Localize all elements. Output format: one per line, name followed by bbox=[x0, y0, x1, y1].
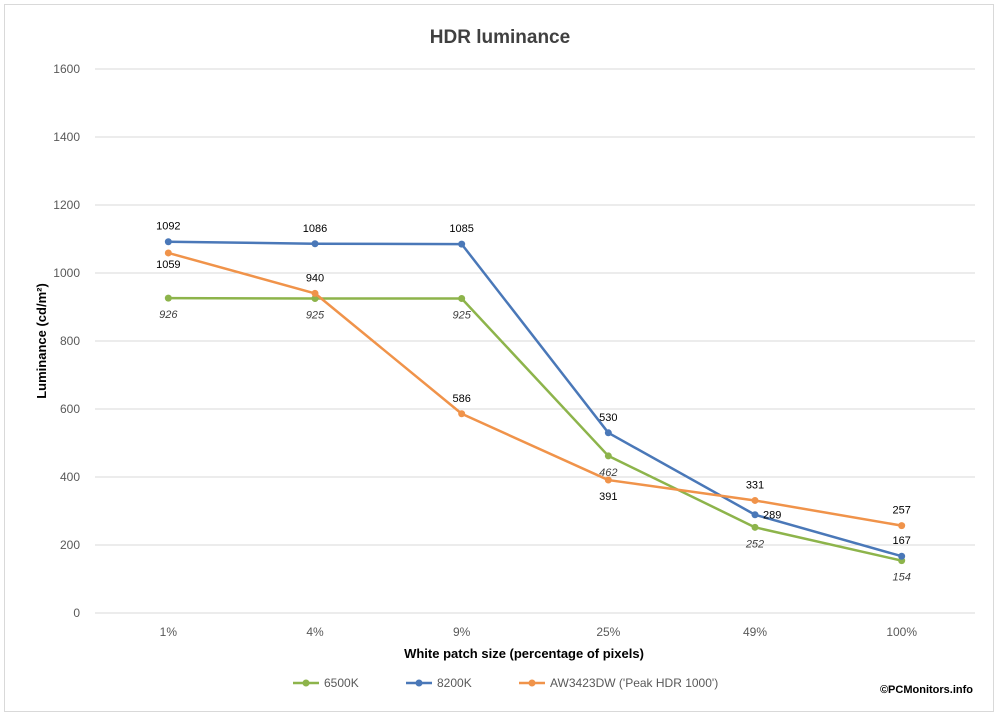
data-label: 154 bbox=[892, 572, 910, 584]
data-point bbox=[458, 240, 466, 248]
series-line bbox=[168, 296, 902, 562]
data-label: 289 bbox=[763, 510, 781, 522]
data-point bbox=[898, 522, 906, 530]
data-point bbox=[164, 249, 172, 257]
data-point bbox=[604, 476, 612, 484]
data-point bbox=[604, 452, 612, 460]
x-tick-label: 100% bbox=[886, 625, 917, 639]
data-point bbox=[604, 429, 612, 437]
y-axis-ticks: 0 200 400 600 800 1000 1200 1400 1600 bbox=[53, 62, 80, 620]
credit-text: ©PCMonitors.info bbox=[880, 684, 973, 696]
data-label: 1092 bbox=[156, 221, 180, 233]
data-label: 530 bbox=[599, 412, 617, 424]
data-label: 926 bbox=[159, 309, 178, 321]
data-label: 462 bbox=[599, 467, 617, 479]
data-label: 1086 bbox=[303, 223, 327, 235]
data-point bbox=[311, 295, 319, 302]
y-tick-label: 1400 bbox=[53, 130, 80, 144]
chart-title: HDR luminance bbox=[430, 27, 570, 48]
data-point bbox=[458, 295, 466, 302]
data-point bbox=[751, 496, 759, 504]
legend-marker bbox=[415, 679, 423, 687]
data-label: 1059 bbox=[156, 259, 180, 271]
x-axis-title: White patch size (percentage of pixels) bbox=[404, 646, 644, 661]
data-label: 940 bbox=[306, 272, 324, 284]
y-tick-label: 600 bbox=[60, 402, 80, 416]
data-label: 257 bbox=[892, 505, 910, 517]
legend-label: AW3423DW ('Peak HDR 1000') bbox=[550, 676, 718, 690]
x-tick-label: 9% bbox=[453, 625, 471, 639]
data-point bbox=[751, 511, 759, 519]
data-point bbox=[898, 552, 906, 560]
data-label: 925 bbox=[306, 310, 325, 322]
data-label: 331 bbox=[746, 479, 764, 491]
series-lines bbox=[164, 238, 906, 565]
legend-marker bbox=[528, 679, 536, 687]
chart-frame bbox=[4, 4, 994, 712]
data-label: 586 bbox=[452, 393, 470, 405]
data-point bbox=[311, 240, 319, 248]
x-tick-label: 25% bbox=[596, 625, 620, 639]
data-label: 167 bbox=[892, 535, 910, 547]
legend-label: 8200K bbox=[437, 676, 472, 690]
y-tick-label: 200 bbox=[60, 538, 80, 552]
legend-marker bbox=[302, 679, 310, 687]
data-label: 1085 bbox=[449, 223, 473, 235]
data-label: 252 bbox=[745, 538, 764, 550]
legend-label: 6500K bbox=[324, 676, 359, 690]
gridlines bbox=[95, 68, 975, 614]
x-tick-label: 1% bbox=[160, 625, 178, 639]
legend: 6500K 8200K AW3423DW ('Peak HDR 1000') bbox=[293, 676, 718, 690]
data-point bbox=[751, 523, 759, 531]
y-axis-title: Luminance (cd/m²) bbox=[34, 283, 49, 399]
data-point bbox=[311, 289, 319, 297]
x-tick-label: 4% bbox=[306, 625, 324, 639]
y-tick-label: 800 bbox=[60, 334, 80, 348]
x-tick-label: 49% bbox=[743, 625, 767, 639]
data-point bbox=[164, 294, 172, 302]
data-point bbox=[164, 238, 172, 246]
y-tick-label: 1000 bbox=[53, 266, 80, 280]
y-tick-label: 1200 bbox=[53, 198, 80, 212]
data-label: 925 bbox=[452, 310, 471, 322]
data-label: 391 bbox=[599, 491, 617, 503]
y-tick-label: 400 bbox=[60, 470, 80, 484]
x-axis-ticks: 1% 4% 9% 25% 49% 100% bbox=[160, 625, 918, 639]
data-labels: 926 925 925 462 252 154 1092 1086 1085 530 289 167 1… bbox=[156, 221, 911, 584]
data-point bbox=[458, 410, 466, 418]
series-line bbox=[168, 240, 903, 558]
y-tick-label: 1600 bbox=[53, 62, 80, 76]
series-line bbox=[168, 251, 902, 527]
y-tick-label: 0 bbox=[73, 606, 80, 620]
